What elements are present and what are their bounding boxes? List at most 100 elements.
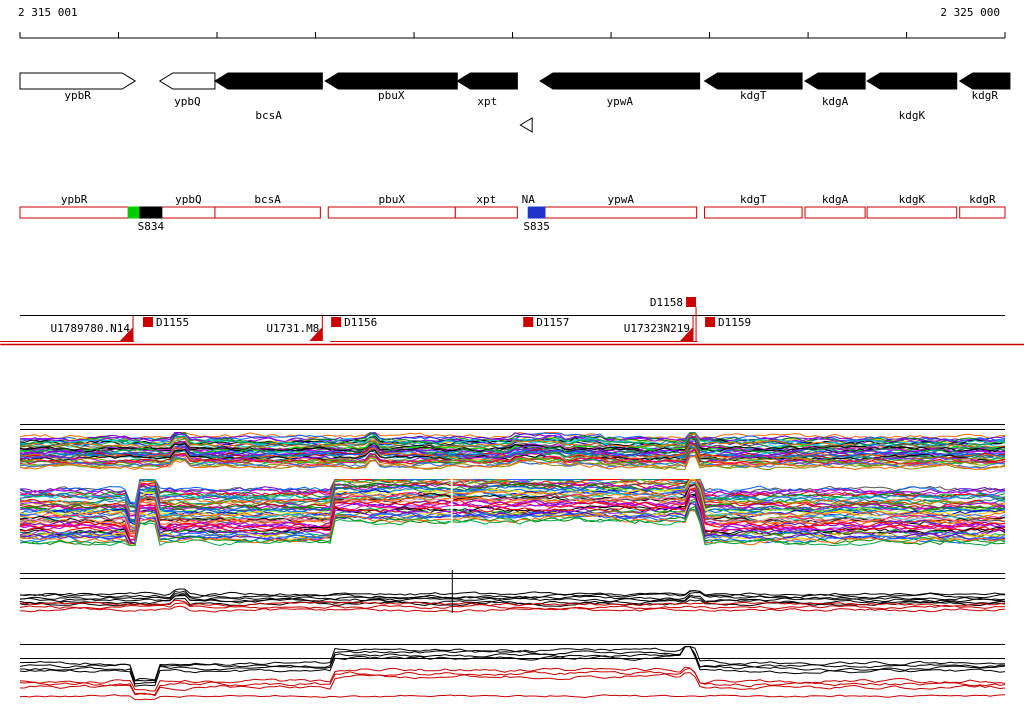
marker-label: U1789780.N14 [51,322,131,335]
profile-trace [19,488,1006,537]
segment-label-S835: S835 [523,220,550,233]
panel-gap [450,478,453,547]
marker-flag[interactable] [309,327,323,341]
ruler-start-coordinate: 2 315 001 [18,6,78,19]
marker-D1159[interactable]: D1159 [705,316,751,329]
segment-label-above: NA [522,193,536,206]
profile-trace [19,509,1006,546]
segment-box-label: ypbQ [175,193,202,206]
gene-arrow-kdgR[interactable] [958,72,1011,90]
marker-D1156[interactable]: D1156 [331,316,377,329]
segment-label-S834: S834 [138,220,165,233]
gene-arrow-ypbR[interactable] [19,72,137,90]
marker-box[interactable] [686,297,697,307]
segment-box-kdgR[interactable] [959,206,1006,219]
marker-box[interactable] [705,317,716,327]
profile-trace [19,455,1006,471]
gene-arrow-bcsA[interactable] [213,72,323,90]
marker-flag[interactable] [119,327,133,341]
segment-box-label: kdgR [969,193,996,206]
segment-box-label: ypwA [608,193,635,206]
profile-trace [19,479,1006,522]
segment-box-ypbQ[interactable] [161,206,216,219]
segment-box-kdgT[interactable] [704,206,803,219]
marker-label: D1157 [536,316,569,329]
profile-trace [19,667,1006,696]
segment-S834[interactable] [139,206,163,219]
profile-trace [19,432,1006,447]
marker-D1155[interactable]: D1155 [142,316,189,329]
profile-trace [19,479,1006,530]
marker-box[interactable] [523,317,534,327]
marker-label: D1156 [344,316,377,329]
segment-box-xpt[interactable] [454,206,518,219]
marker-D1157[interactable]: D1157 [523,316,569,329]
profile-trace [19,605,1006,613]
marker-U1789780.N14[interactable]: U1789780.N14 [51,315,134,341]
gene-label-kdgK: kdgK [899,109,926,122]
coordinate-ruler [19,32,1006,39]
marker-box[interactable] [331,317,342,327]
gene-label-ypbQ: ypbQ [174,95,201,108]
marker-flag[interactable] [680,327,694,341]
gene-track: ypbR ypbQ bcsA pbuX xpt ypwA kdgT kdgA kdgK kdgR [19,72,1011,133]
profile-trace [19,645,1006,687]
profile-trace [19,432,1006,445]
gene-arrow-kdgA[interactable] [804,72,866,90]
marker-track: U1789780.N14 D1155 U1731.M8 D1156 D1157 U1732… [0,296,1024,346]
profile-trace [19,479,1006,527]
marker-box[interactable] [142,317,153,327]
gene-label-xpt: xpt [477,95,497,108]
marker-label: D1155 [156,316,189,329]
gene-label-kdgT: kdgT [740,89,767,102]
segment-box-label: bcsA [254,193,281,206]
gene-arrow-ypbQ[interactable] [158,72,216,90]
gene-arrow-kdgK[interactable] [866,72,958,90]
segment-box-label: pbuX [379,193,406,206]
profile-trace [19,447,1006,463]
marker-label: D1159 [718,316,751,329]
segment-box-kdgK[interactable] [866,206,958,219]
profile-trace [19,431,1006,448]
profile-trace [19,646,1006,685]
profile-trace [19,666,1006,692]
marker-D1158[interactable]: D1158 [650,296,697,341]
segment-box-kdgA[interactable] [804,206,866,219]
gene-label-ypwA: ypwA [607,95,634,108]
segment-box-label: kdgA [822,193,849,206]
profile-trace [19,484,1006,533]
profile-trace [19,432,1006,450]
marker-U17323N219[interactable]: U17323N219 [624,315,694,341]
segment-box-pbuX[interactable] [327,206,456,219]
profile-trace [19,432,1006,445]
segment-box-bcsA[interactable] [214,206,321,219]
profile-trace [19,495,1006,545]
profile-trace [19,694,1006,701]
gene-label-kdgA: kdgA [822,95,849,108]
profile-trace [19,672,1006,697]
segment-S835[interactable] [527,206,546,219]
profile-trace [19,505,1006,546]
gene-label-ypbR: ypbR [64,89,91,102]
profile-trace [19,479,1006,522]
gene-arrow-ypwA[interactable] [539,72,701,90]
gene-arrow-pbuX[interactable] [324,72,458,90]
segment-S834-green[interactable] [127,206,141,219]
segment-box-label: kdgT [740,193,767,206]
segment-box-ypbR[interactable] [19,206,129,219]
segment-box-ypwA[interactable] [544,206,698,219]
profile-trace [19,496,1005,542]
profile-trace [19,442,1006,458]
ruler-end-coordinate: 2 325 000 [940,6,1000,19]
profile-trace [19,482,1006,531]
profile-trace [19,646,1006,682]
marker-U1731.M8[interactable]: U1731.M8 [266,315,323,341]
gene-arrow-small[interactable] [519,117,533,133]
gene-arrow-kdgT[interactable] [703,72,803,90]
gene-arrow-xpt[interactable] [456,72,518,90]
segment-box-label: ypbR [61,193,88,206]
profile-trace [19,646,1006,681]
expression-profiles [19,424,1006,701]
